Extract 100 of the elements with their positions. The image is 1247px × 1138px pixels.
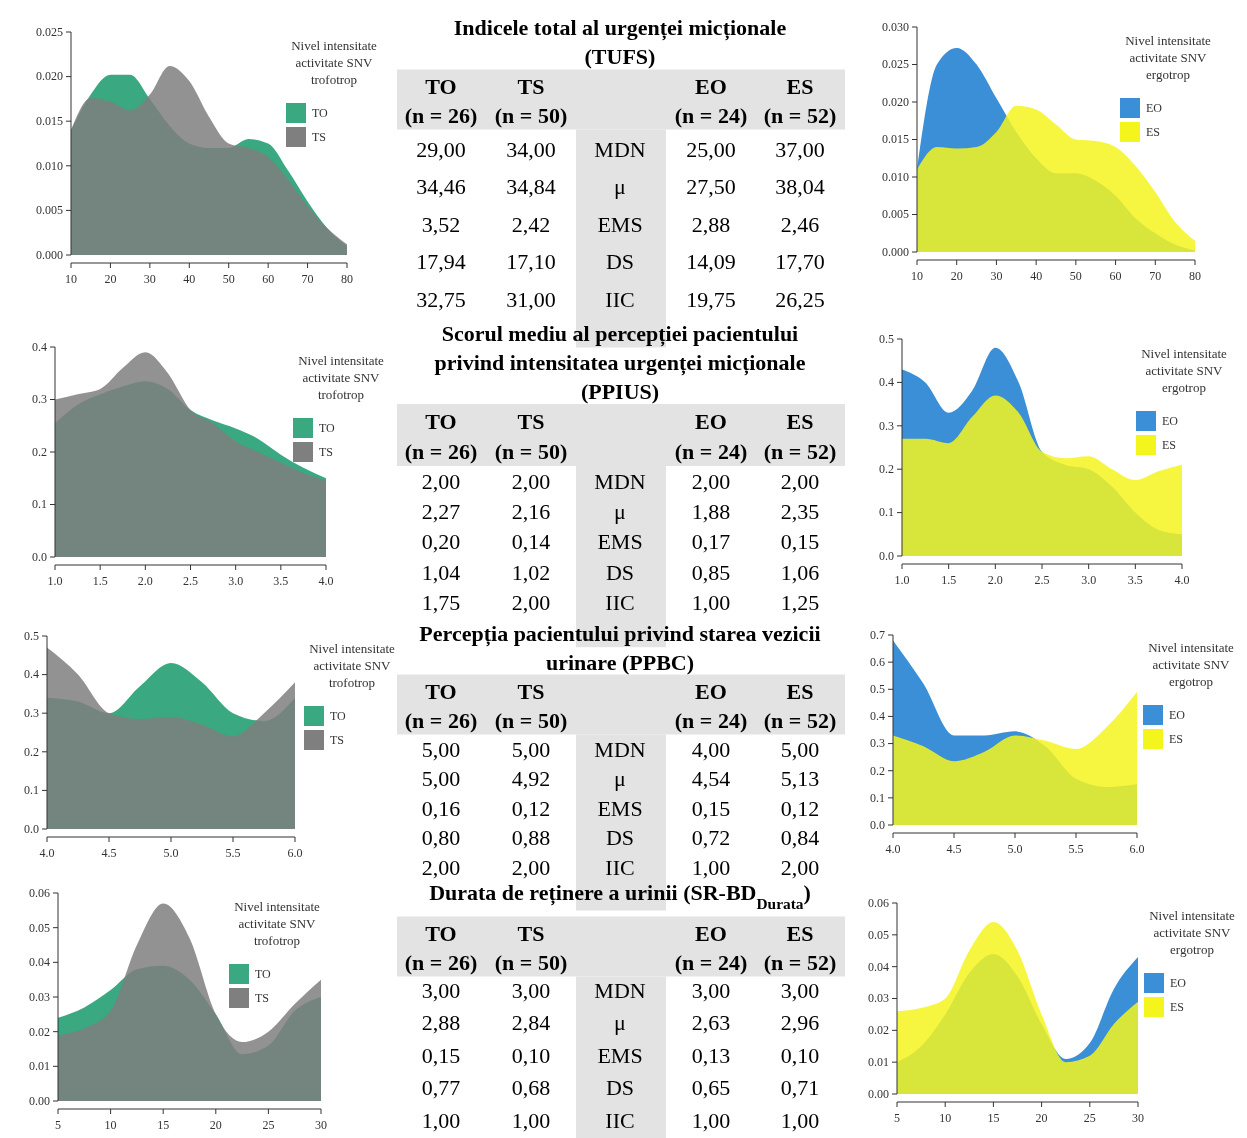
text: 34,00 xyxy=(506,136,556,162)
y-tick-label: 0.4 xyxy=(32,339,47,354)
text: IIC xyxy=(605,589,635,615)
text: (n = 52) xyxy=(763,102,837,128)
y-tick-label: 0.1 xyxy=(24,783,39,798)
x-tick-label: 4.5 xyxy=(946,842,962,856)
x-tick-label: 10 xyxy=(911,269,923,283)
legend-label: EO xyxy=(1146,101,1163,115)
text: (n = 24) xyxy=(674,949,748,975)
legend-title: Nivel intensitate activitate SNV ergotrop xyxy=(1148,640,1235,689)
y-tick-label: 0.04 xyxy=(868,959,889,974)
x-tick-label: 10 xyxy=(104,1118,117,1132)
y-tick-label: 0.06 xyxy=(868,895,889,910)
text: Indicele total al urgenței micționale (TUFS) xyxy=(453,14,787,69)
x-tick-label: 40 xyxy=(1030,269,1043,283)
text: 3,00 xyxy=(511,977,551,1003)
text: TO xyxy=(425,408,457,434)
x-tick-label: 5.5 xyxy=(225,846,241,860)
text: 3,00 xyxy=(691,977,731,1003)
text: ES xyxy=(786,678,814,704)
y-tick-label: 0.00 xyxy=(868,1086,889,1101)
text: 0,68 xyxy=(511,1075,551,1101)
text: 0,16 xyxy=(421,795,461,821)
x-tick-label: 25 xyxy=(262,1118,275,1132)
text: TS xyxy=(517,408,545,434)
x-tick-label: 5.0 xyxy=(1007,842,1023,856)
text: 1,00 xyxy=(691,1107,731,1133)
x-tick-label: 10 xyxy=(65,272,77,286)
text: 17,10 xyxy=(506,249,556,275)
y-tick-label: 0.5 xyxy=(870,682,885,697)
text: (n = 52) xyxy=(763,949,837,975)
text: TO xyxy=(425,678,457,704)
text: MDN xyxy=(594,136,646,162)
text: TS xyxy=(517,678,545,704)
x-tick-label: 80 xyxy=(341,272,353,286)
x-tick-label: 5 xyxy=(894,1111,900,1125)
y-tick-label: 0.7 xyxy=(870,627,885,642)
x-tick-label: 60 xyxy=(262,272,275,286)
y-tick-label: 0.030 xyxy=(882,19,909,34)
text: 0,72 xyxy=(691,825,731,851)
y-tick-label: 0.00 xyxy=(29,1093,50,1108)
y-tick-label: 0.4 xyxy=(879,375,894,390)
legend-label: TS xyxy=(255,991,270,1005)
text: 0,71 xyxy=(780,1075,820,1101)
text: 1,02 xyxy=(511,559,551,585)
x-tick-label: 4.0 xyxy=(318,574,334,588)
text: DS xyxy=(605,825,635,851)
y-tick-label: 0.010 xyxy=(882,169,909,184)
text: 0,65 xyxy=(691,1075,731,1101)
text: 2,00 xyxy=(421,468,461,494)
text: 2,63 xyxy=(691,1010,731,1036)
text: EMS xyxy=(597,529,643,555)
text: 0,88 xyxy=(511,825,551,851)
text: μ xyxy=(614,499,626,524)
legend-label: ES xyxy=(1170,1000,1185,1014)
legend-label: EO xyxy=(1169,708,1186,722)
x-tick-label: 80 xyxy=(1189,269,1201,283)
x-tick-label: 5.5 xyxy=(1068,842,1084,856)
text: Scorul mediu al percepției pacientului privind intensitatea urgenței micționale (PPIUS) xyxy=(434,320,806,404)
x-tick-label: 15 xyxy=(987,1111,1000,1125)
legend-title: Nivel intensitate activitate SNV ergotrop xyxy=(1149,908,1236,957)
text: 0,17 xyxy=(691,529,731,555)
text: (n = 24) xyxy=(674,102,748,128)
y-tick-label: 0.06 xyxy=(29,885,50,900)
text: 5,00 xyxy=(780,736,820,762)
x-tick-label: 40 xyxy=(183,272,196,286)
text: 1,88 xyxy=(691,499,731,524)
text: MDN xyxy=(594,736,646,762)
text: EMS xyxy=(597,795,643,821)
y-tick-label: 0.1 xyxy=(32,497,47,512)
text: 2,88 xyxy=(691,211,731,237)
legend-title: Nivel intensitate activitate SNV trofotrop xyxy=(298,353,385,402)
text: 0,10 xyxy=(511,1042,551,1068)
legend-title: Nivel intensitate activitate SNV trofotrop xyxy=(309,641,396,690)
text: 29,00 xyxy=(416,136,466,162)
text: 2,88 xyxy=(421,1010,461,1036)
text: 0,84 xyxy=(780,825,820,851)
y-tick-label: 0.4 xyxy=(24,667,39,682)
text: (n = 50) xyxy=(494,707,568,733)
x-tick-label: 25 xyxy=(1083,1111,1096,1125)
text: 17,94 xyxy=(416,249,466,275)
y-tick-label: 0.0 xyxy=(32,549,47,564)
x-tick-label: 20 xyxy=(104,272,117,286)
text: 1,25 xyxy=(780,589,820,615)
y-tick-label: 0.2 xyxy=(24,744,39,759)
text: (n = 24) xyxy=(674,438,748,464)
text: EMS xyxy=(597,1042,643,1068)
y-tick-label: 0.020 xyxy=(36,69,63,84)
text: 14,09 xyxy=(686,249,736,275)
x-tick-label: 1.5 xyxy=(92,574,108,588)
x-tick-label: 4.5 xyxy=(101,846,117,860)
text: μ xyxy=(614,1010,626,1036)
x-tick-label: 4.0 xyxy=(39,846,55,860)
text: EMS xyxy=(597,211,643,237)
text: ES xyxy=(786,408,814,434)
x-tick-label: 10 xyxy=(939,1111,952,1125)
text: 1,06 xyxy=(780,559,820,585)
y-tick-label: 0.005 xyxy=(36,203,63,218)
x-tick-label: 70 xyxy=(301,272,314,286)
text: 0,13 xyxy=(691,1042,731,1068)
